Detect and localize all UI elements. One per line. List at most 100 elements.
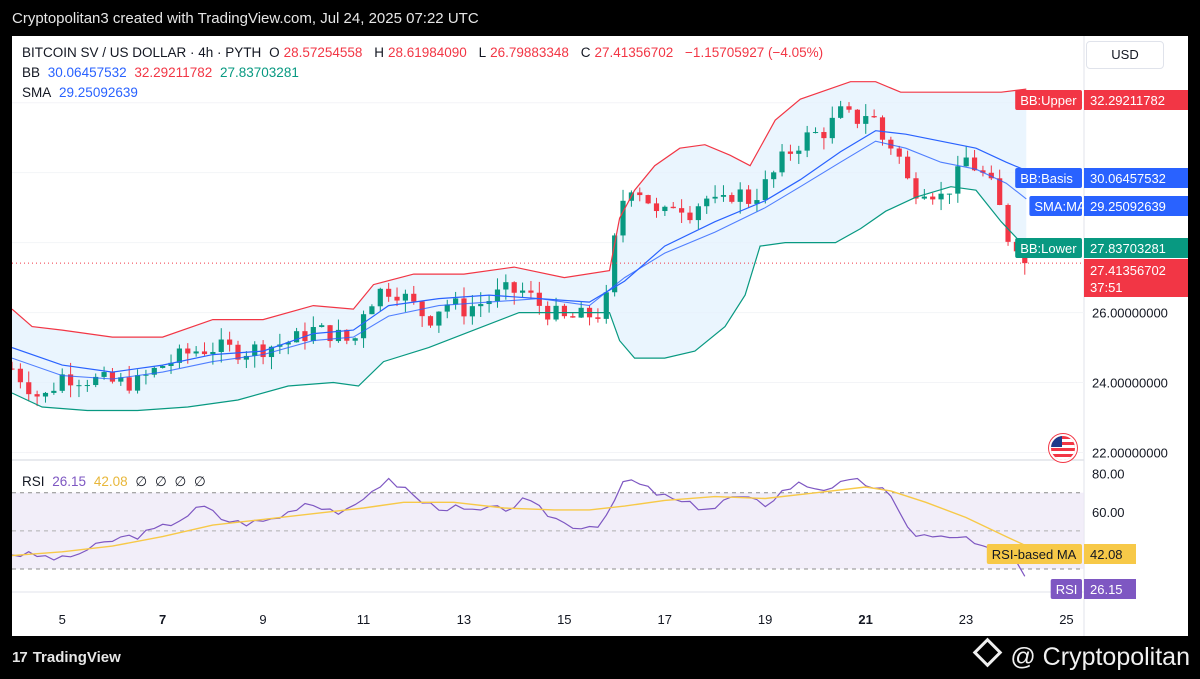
candle-body	[695, 206, 701, 221]
diamond-icon	[973, 637, 1003, 668]
candle-body	[327, 325, 333, 342]
rsi-tag: RSI 26.15	[1050, 579, 1136, 599]
candle-body	[51, 390, 57, 393]
chart-panel[interactable]: 32.0000000026.0000000024.0000000022.0000…	[9, 36, 1188, 636]
bb-legend[interactable]: BB 30.06457532 32.29211782 27.83703281	[22, 65, 303, 80]
candle-body	[946, 193, 953, 195]
price-tag-0-value: 32.29211782	[1090, 93, 1165, 108]
candle-body	[185, 348, 191, 354]
price-tag-3-value: 27.83703281	[1090, 241, 1166, 256]
candle-body	[712, 196, 718, 199]
candle-body	[394, 296, 400, 301]
high-label: H	[374, 45, 384, 60]
candle-body	[528, 290, 534, 293]
rsi-ma-tag: RSI-based MA 42.08	[986, 544, 1136, 564]
price-tag-3-label-box	[1015, 238, 1082, 258]
sma-value: 29.25092639	[59, 85, 138, 100]
time-axis-label: 11	[357, 612, 371, 627]
candle-body	[352, 338, 358, 341]
bb-lower-line	[11, 186, 1027, 412]
candle-body	[9, 368, 15, 370]
rsi-tag-label: RSI	[1056, 582, 1078, 597]
price-tag-0-label: BB:Upper	[1020, 93, 1077, 108]
candle-body	[143, 374, 149, 376]
tradingview-brand: TradingView	[32, 649, 121, 666]
price-chart-canvas[interactable]: 32.0000000026.0000000024.0000000022.0000…	[9, 36, 1188, 636]
bb-label: BB	[22, 65, 41, 80]
candle-body	[34, 394, 40, 397]
candle-body	[469, 306, 475, 317]
candle-body	[402, 293, 408, 301]
candle-body	[369, 306, 375, 315]
candle-body	[997, 178, 1003, 205]
candle-body	[846, 106, 852, 110]
candle-body	[293, 331, 300, 343]
candle-body	[955, 166, 961, 194]
candle-body	[210, 351, 216, 355]
time-axis-label: 15	[557, 612, 571, 627]
candle-body	[896, 148, 902, 157]
us-flag-icon[interactable]	[1049, 434, 1077, 462]
price-tag-2-value: 29.25092639	[1090, 199, 1166, 214]
rsi-value: 26.15	[52, 474, 87, 489]
candle-body	[570, 316, 576, 318]
candle-body	[536, 292, 542, 306]
candle-body	[687, 212, 693, 221]
candle-body	[478, 304, 484, 307]
candle-body	[227, 339, 233, 345]
candle-body	[754, 200, 760, 204]
price-tag-0-value-box	[1084, 90, 1188, 110]
currency-button[interactable]: USD	[1086, 41, 1164, 69]
time-axis-label: 19	[758, 612, 772, 627]
candle-body	[905, 156, 911, 179]
rsi-ma-tag-value: 42.08	[1090, 547, 1123, 562]
rsi-legend[interactable]: RSI 26.15 42.08 ∅ ∅ ∅ ∅	[22, 474, 210, 490]
bb-basis-value: 30.06457532	[47, 65, 127, 80]
candle-body	[344, 329, 350, 341]
bb-band-fill	[12, 81, 1027, 411]
candle-body	[461, 298, 467, 317]
price-axis-label: 24.00000000	[1092, 376, 1168, 391]
candle-body	[519, 290, 526, 293]
candle-body	[796, 150, 802, 154]
close-label: C	[580, 45, 591, 60]
rsi-axis-label: 80.00	[1092, 467, 1125, 482]
low-value: 26.79883348	[490, 45, 569, 60]
sma-label: SMA	[22, 85, 52, 100]
candle-body	[762, 179, 768, 201]
candle-body	[888, 139, 894, 149]
price-tag-3-value-box	[1084, 238, 1188, 258]
open-value: 28.57254558	[283, 45, 363, 60]
candle-body	[679, 208, 685, 213]
sma-legend[interactable]: SMA 29.25092639	[22, 85, 142, 100]
candle-body	[118, 377, 124, 382]
candle-body	[662, 206, 668, 212]
candle-body	[134, 375, 141, 391]
candle-body	[670, 206, 676, 209]
candle-body	[804, 132, 810, 151]
time-axis-label: 7	[159, 612, 166, 627]
candle-body	[653, 203, 660, 212]
price-tag-1-label-box	[1015, 168, 1082, 188]
candle-body	[160, 365, 166, 368]
candle-body	[453, 298, 459, 305]
bb-upper-value: 32.29211782	[134, 65, 213, 80]
candle-body	[285, 342, 291, 345]
candle-body	[745, 189, 752, 204]
price-tag-0-label-box	[1015, 90, 1082, 110]
symbol-legend: BITCOIN SV / US DOLLAR · 4h · PYTH O 28.5…	[22, 45, 827, 60]
candle-body	[913, 178, 919, 199]
snapshot-caption: Cryptopolitan3 created with TradingView.…	[12, 10, 479, 27]
high-value: 28.61984090	[387, 45, 467, 60]
candle-body	[879, 117, 886, 140]
candle-body	[771, 172, 777, 180]
candle-body	[645, 195, 651, 204]
candle-body	[67, 374, 74, 386]
candle-body	[812, 132, 819, 134]
snapshot-footer: 17 TradingView @ Cryptopolitan	[0, 636, 1200, 679]
candle-body	[93, 376, 99, 386]
candle-body	[829, 117, 835, 139]
candle-body	[603, 292, 609, 319]
rsi-ma-tag-value-box	[1084, 544, 1136, 564]
rsi-ma-line	[11, 486, 1027, 557]
